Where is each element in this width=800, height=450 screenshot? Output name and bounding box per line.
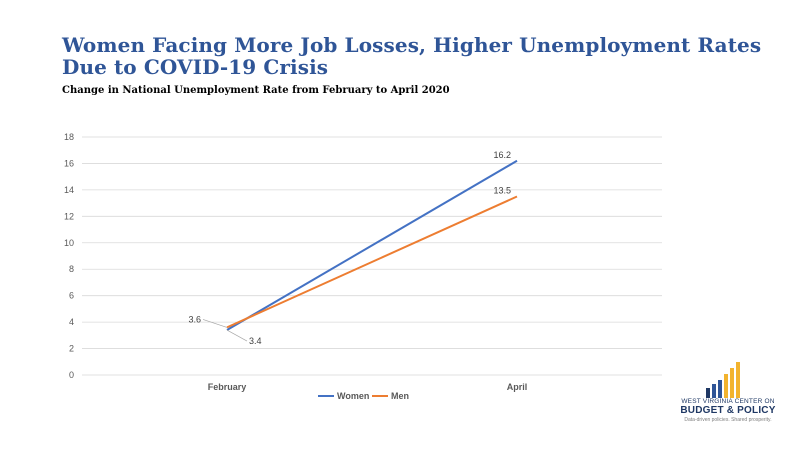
y-tick-label: 0	[69, 370, 74, 380]
data-label-men: 3.6	[188, 314, 201, 324]
series-line-men	[226, 195, 518, 329]
x-tick-label: April	[507, 382, 528, 392]
logo-line2: BUDGET & POLICY	[680, 405, 776, 416]
wv-center-budget-policy-logo: WEST VIRGINIA CENTER ON BUDGET & POLICY …	[668, 360, 788, 430]
logo-bar	[724, 374, 728, 398]
legend-label-women: Women	[337, 391, 369, 401]
data-label-women: 16.2	[493, 150, 511, 160]
logo-tagline: Data-driven policies. Shared prosperity.	[684, 417, 772, 423]
data-label-men: 13.5	[493, 186, 511, 196]
x-tick-label: February	[208, 382, 247, 392]
y-tick-label: 10	[64, 238, 74, 248]
data-label-leader	[202, 319, 228, 328]
chart-subtitle: Change in National Unemployment Rate fro…	[62, 85, 450, 96]
logo-line1: WEST VIRGINIA CENTER ON	[681, 398, 775, 405]
y-tick-label: 18	[64, 132, 74, 142]
chart-title: Women Facing More Job Losses, Higher Une…	[62, 33, 762, 79]
logo-bar	[706, 388, 710, 398]
logo-bar	[730, 368, 734, 398]
data-label-leader	[226, 329, 248, 342]
y-tick-label: 8	[69, 264, 74, 274]
legend-label-men: Men	[391, 391, 409, 401]
logo-bar	[712, 384, 716, 398]
data-label-women: 3.4	[249, 336, 262, 346]
series-line-women	[226, 159, 518, 331]
y-tick-label: 12	[64, 211, 74, 221]
y-tick-label: 2	[69, 344, 74, 354]
logo-bar	[736, 362, 740, 398]
y-tick-label: 4	[69, 317, 74, 327]
y-tick-label: 6	[69, 291, 74, 301]
logo-bar	[718, 380, 722, 398]
y-tick-label: 14	[64, 185, 74, 195]
logo-bars-icon	[706, 362, 746, 398]
y-tick-label: 16	[64, 158, 74, 168]
